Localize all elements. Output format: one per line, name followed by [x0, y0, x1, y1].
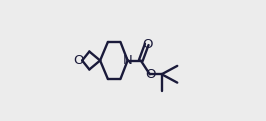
- Text: O: O: [143, 38, 153, 51]
- Text: O: O: [73, 54, 84, 67]
- Text: O: O: [146, 68, 156, 81]
- Text: N: N: [123, 54, 132, 67]
